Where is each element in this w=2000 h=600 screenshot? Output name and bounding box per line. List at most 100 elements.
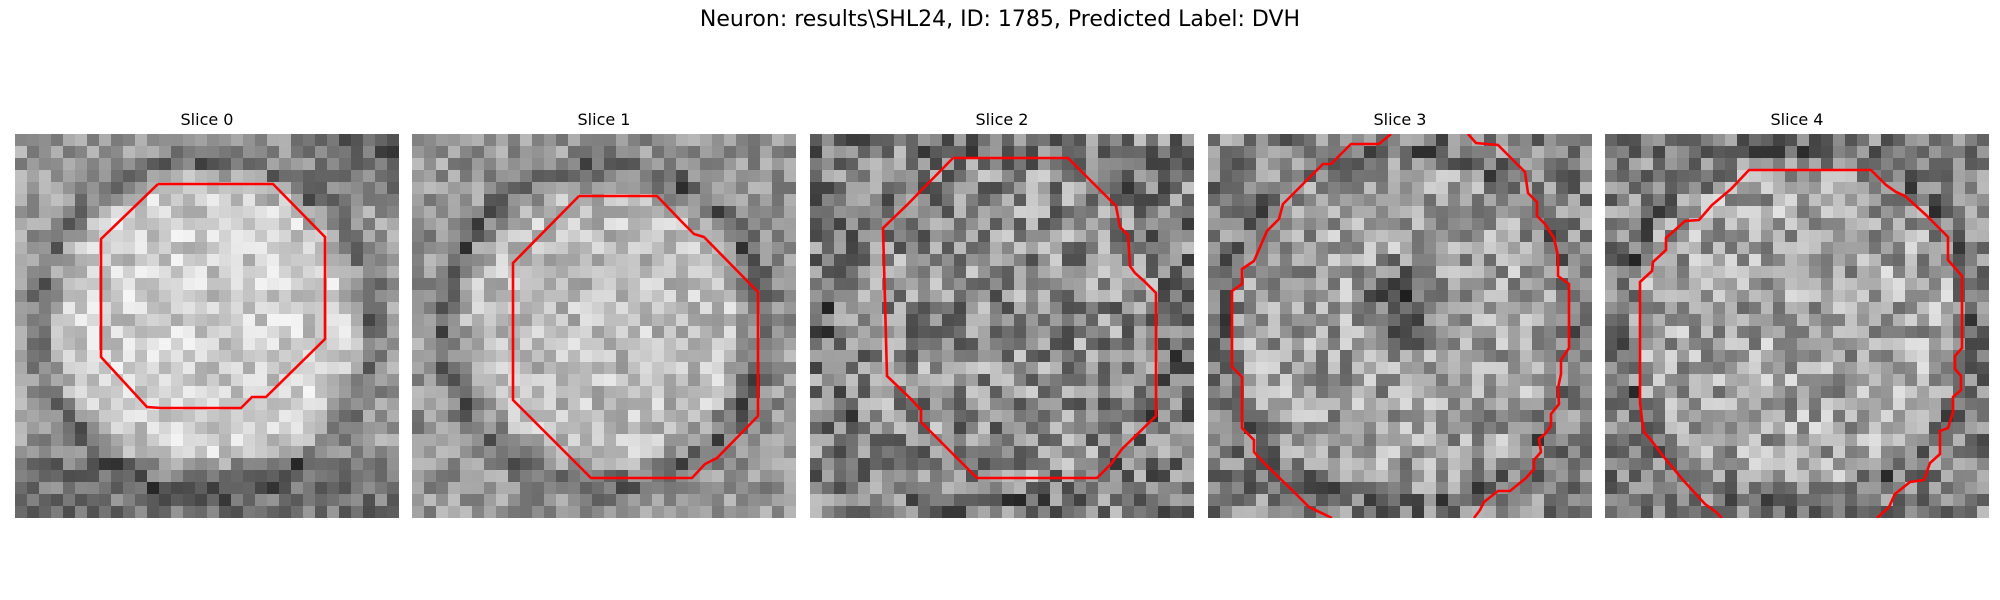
pixel <box>784 302 796 315</box>
pixel <box>1268 182 1281 195</box>
pixel <box>834 134 847 147</box>
pixel <box>195 278 208 291</box>
pixel <box>1448 314 1461 327</box>
pixel <box>1448 194 1461 207</box>
pixel <box>1412 254 1425 267</box>
pixel <box>1785 230 1798 243</box>
pixel <box>1833 218 1846 231</box>
pixel <box>520 194 533 207</box>
pixel <box>1713 362 1726 375</box>
pixel <box>1292 134 1305 147</box>
pixel <box>858 254 871 267</box>
pixel <box>1496 206 1509 219</box>
pixel <box>1292 194 1305 207</box>
pixel <box>1833 362 1846 375</box>
pixel <box>1244 278 1257 291</box>
pixel <box>339 290 352 303</box>
pixel <box>1328 182 1341 195</box>
pixel <box>1677 410 1690 423</box>
pixel <box>472 266 485 279</box>
pixel <box>1725 326 1738 339</box>
pixel <box>1038 362 1051 375</box>
pixel <box>978 314 991 327</box>
pixel <box>183 434 196 447</box>
pixel <box>664 290 677 303</box>
pixel <box>990 182 1003 195</box>
pixel <box>556 230 569 243</box>
pixel <box>1653 134 1666 147</box>
pixel <box>834 434 847 447</box>
pixel <box>1833 386 1846 399</box>
pixel <box>810 470 823 483</box>
pixel <box>1761 134 1774 147</box>
pixel <box>822 230 835 243</box>
pixel <box>1232 458 1245 471</box>
pixel <box>219 326 232 339</box>
pixel <box>1388 458 1401 471</box>
pixel <box>303 494 316 507</box>
pixel <box>1050 182 1063 195</box>
pixel <box>918 434 931 447</box>
pixel <box>724 194 737 207</box>
pixel <box>1220 434 1233 447</box>
pixel <box>27 434 40 447</box>
pixel <box>966 290 979 303</box>
pixel <box>1340 458 1353 471</box>
pixel <box>568 350 581 363</box>
pixel <box>1833 206 1846 219</box>
pixel <box>448 350 461 363</box>
pixel <box>207 458 220 471</box>
pixel <box>99 410 112 423</box>
pixel <box>159 350 172 363</box>
pixel <box>219 242 232 255</box>
pixel <box>1146 134 1159 147</box>
pixel <box>1605 374 1618 387</box>
pixel <box>1122 206 1135 219</box>
pixel <box>1893 374 1906 387</box>
pixel <box>1122 338 1135 351</box>
pixel <box>736 374 749 387</box>
pixel <box>1665 434 1678 447</box>
pixel <box>1352 266 1365 279</box>
pixel <box>1580 314 1592 327</box>
pixel <box>291 254 304 267</box>
pixel <box>27 386 40 399</box>
pixel <box>279 386 292 399</box>
pixel <box>580 494 593 507</box>
pixel <box>616 482 629 495</box>
pixel <box>243 410 256 423</box>
pixel <box>1761 206 1774 219</box>
pixel <box>51 182 64 195</box>
pixel <box>628 410 641 423</box>
pixel <box>363 362 376 375</box>
pixel <box>784 506 796 518</box>
pixel <box>1170 134 1183 147</box>
pixel <box>279 170 292 183</box>
pixel <box>1472 422 1485 435</box>
pixel <box>1773 194 1786 207</box>
pixel <box>1436 206 1449 219</box>
pixel <box>1014 350 1027 363</box>
pixel <box>1749 134 1762 147</box>
pixel <box>1002 338 1015 351</box>
pixel <box>1268 494 1281 507</box>
pixel <box>1182 482 1194 495</box>
pixel <box>1256 158 1269 171</box>
pixel <box>1737 290 1750 303</box>
pixel <box>1761 242 1774 255</box>
pixel <box>123 494 136 507</box>
pixel <box>954 206 967 219</box>
pixel <box>1268 158 1281 171</box>
pixel <box>1062 398 1075 411</box>
pixel <box>1062 458 1075 471</box>
pixel <box>436 446 449 459</box>
pixel <box>580 146 593 159</box>
pixel <box>207 494 220 507</box>
pixel <box>1256 314 1269 327</box>
pixel <box>472 446 485 459</box>
pixel <box>760 410 773 423</box>
pixel <box>1328 362 1341 375</box>
pixel <box>532 338 545 351</box>
pixel <box>1038 470 1051 483</box>
pixel <box>1170 314 1183 327</box>
